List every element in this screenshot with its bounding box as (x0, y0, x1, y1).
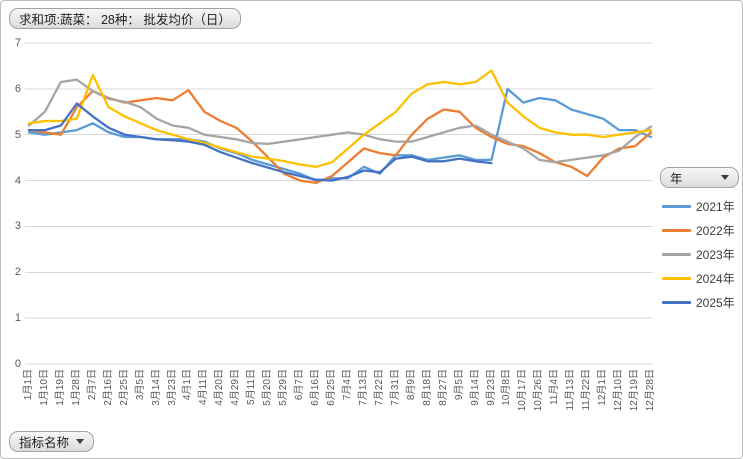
x-tick-label: 4月11日 (198, 369, 210, 405)
x-tick-label: 3月23日 (166, 369, 178, 406)
legend-line-swatch (662, 228, 691, 232)
x-tick-label: 2月25日 (118, 369, 130, 406)
y-tick-label: 6 (14, 82, 21, 95)
legend-entry-2024年: 2024年 (662, 267, 742, 289)
x-tick-label: 5月20日 (262, 369, 274, 406)
legend-entry-label: 2024年 (696, 271, 735, 286)
y-tick-label: 3 (14, 220, 21, 233)
x-tick-label: 10月8日 (501, 369, 513, 406)
x-tick-label: 6月7日 (294, 369, 306, 401)
x-tick-label: 11月22日 (581, 369, 593, 411)
x-tick-label: 12月10日 (613, 369, 625, 412)
legend-entry-2022年: 2022年 (662, 219, 742, 241)
x-tick-label: 7月4日 (341, 369, 353, 401)
x-tick-label: 10月17日 (517, 369, 529, 412)
legend-entry-2025年: 2025年 (662, 291, 742, 313)
x-tick-label: 3月14日 (150, 369, 162, 406)
x-tick-label: 4月29日 (230, 369, 242, 406)
legend-entry-label: 2023年 (696, 247, 735, 262)
x-tick-label: 5月29日 (278, 369, 290, 406)
legend-line-swatch (662, 252, 691, 256)
legend-entry-label: 2022年 (696, 223, 735, 238)
legend-field-label: 年 (670, 172, 683, 186)
x-tick-label: 4月1日 (182, 369, 194, 401)
x-tick-label: 4月20日 (214, 369, 226, 406)
legend-entry-label: 2021年 (696, 199, 735, 214)
x-tick-label: 10月26日 (533, 369, 545, 412)
legend-entry-2021年: 2021年 (662, 195, 742, 217)
x-tick-label: 3月5日 (134, 369, 146, 401)
x-tick-label: 5月11日 (246, 369, 258, 405)
x-tick-label: 8月18日 (421, 369, 433, 406)
y-tick-label: 5 (14, 128, 21, 141)
x-tick-label: 9月14日 (469, 369, 481, 406)
x-tick-label: 11月4日 (549, 369, 561, 405)
legend-entry-2023年: 2023年 (662, 243, 742, 265)
series-line-2023年 (27, 78, 653, 164)
y-tick-label: 2 (14, 266, 21, 279)
x-tick-label: 8月9日 (405, 369, 417, 401)
y-tick-label: 0 (14, 358, 21, 370)
y-tick-label: 7 (14, 37, 21, 49)
legend-line-swatch (662, 276, 691, 280)
legend-line-swatch (662, 204, 691, 208)
chevron-down-icon (721, 175, 729, 180)
x-tick-label: 9月5日 (453, 369, 465, 401)
series-line-2024年 (27, 69, 653, 168)
x-tick-label: 9月23日 (485, 369, 497, 406)
x-tick-label: 2月16日 (102, 369, 114, 406)
value-field-button[interactable]: 求和项:蔬菜： 28种： 批发均价（日） (9, 8, 241, 29)
legend-line-swatch (662, 300, 691, 304)
x-tick-label: 12月19日 (629, 369, 641, 412)
x-tick-label: 1月28日 (70, 369, 82, 406)
axis-field-label: 指标名称 (19, 436, 70, 450)
x-tick-label: 6月25日 (326, 369, 338, 406)
x-tick-label: 6月16日 (310, 369, 322, 406)
x-tick-label: 1月10日 (38, 369, 50, 406)
y-tick-label: 1 (14, 312, 21, 325)
legend-field-dropdown[interactable]: 年 (660, 167, 739, 188)
chevron-down-icon (76, 439, 85, 444)
x-tick-label: 11月13日 (565, 369, 577, 411)
series-line-2022年 (27, 89, 653, 185)
x-tick-label: 1月19日 (54, 369, 66, 406)
value-field-label: 求和项:蔬菜： 28种： 批发均价（日） (19, 13, 231, 27)
x-tick-label: 7月31日 (389, 369, 401, 406)
x-tick-label: 7月13日 (357, 369, 369, 406)
x-tick-label: 1月1日 (23, 369, 34, 401)
axis-field-dropdown[interactable]: 指标名称 (9, 431, 95, 452)
legend-entry-label: 2025年 (696, 295, 735, 310)
y-tick-label: 4 (14, 174, 21, 187)
x-tick-label: 7月22日 (373, 369, 385, 406)
x-tick-label: 12月28日 (645, 369, 656, 412)
x-tick-label: 8月27日 (437, 369, 449, 406)
x-tick-label: 2月7日 (86, 369, 98, 401)
series-line-2025年 (27, 102, 493, 182)
x-tick-label: 12月1日 (597, 369, 609, 406)
